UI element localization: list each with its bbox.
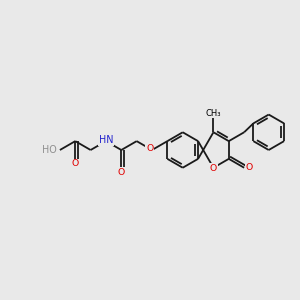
Text: HO: HO <box>42 145 57 155</box>
Text: O: O <box>118 168 125 177</box>
Text: HN: HN <box>99 135 113 145</box>
Text: O: O <box>210 164 217 173</box>
Text: O: O <box>72 159 79 168</box>
Text: CH₃: CH₃ <box>206 109 221 118</box>
Text: O: O <box>245 163 253 172</box>
Text: O: O <box>146 144 154 153</box>
